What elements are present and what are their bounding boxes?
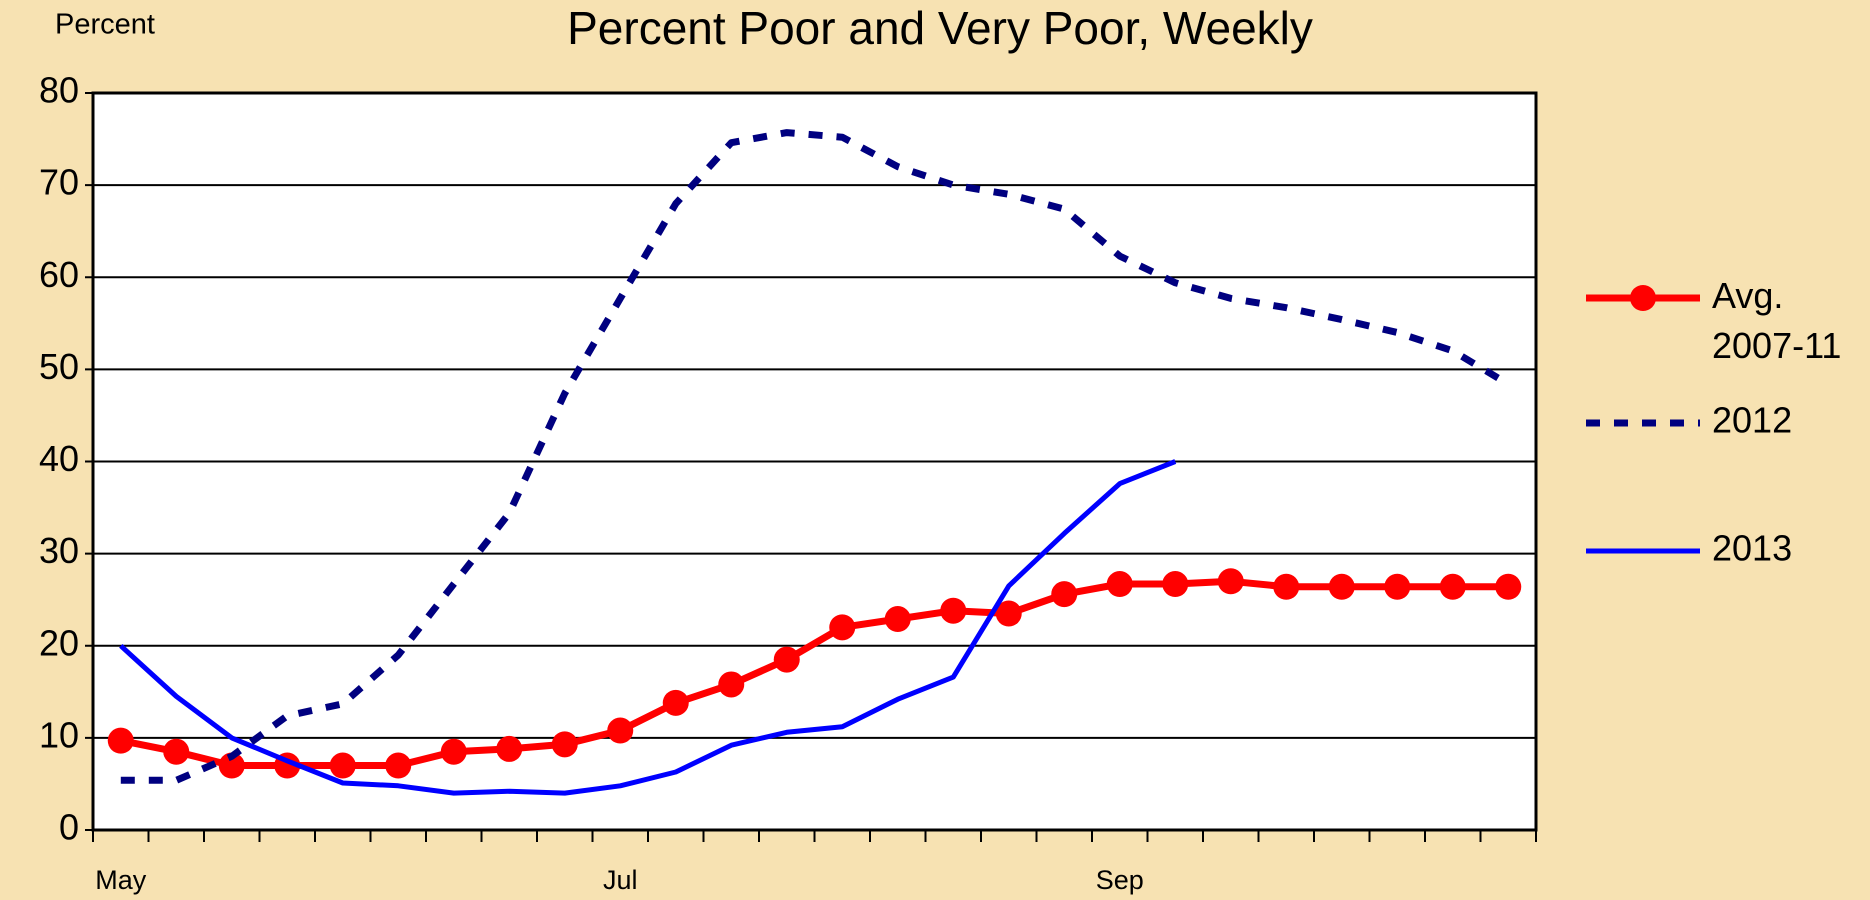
y-tick-label: 60	[39, 254, 79, 295]
legend-label: 2013	[1712, 528, 1792, 569]
marker	[1273, 573, 1300, 600]
x-tick-label: May	[95, 865, 147, 895]
x-tick-label: Jul	[603, 865, 638, 895]
marker	[1384, 573, 1411, 600]
marker	[607, 717, 634, 744]
marker	[163, 738, 190, 765]
series-line	[119, 459, 1177, 796]
y-tick-label: 0	[59, 807, 79, 848]
marker	[218, 752, 245, 779]
marker	[940, 597, 967, 624]
y-tick-label: 80	[39, 70, 79, 111]
series-line	[120, 129, 1511, 784]
marker	[884, 606, 911, 633]
marker	[995, 600, 1022, 627]
marker	[718, 671, 745, 698]
y-tick-label: 10	[39, 714, 79, 755]
marker	[1217, 568, 1244, 595]
marker	[1495, 573, 1522, 600]
y-tick-label: 70	[39, 162, 79, 203]
chart-title: Percent Poor and Very Poor, Weekly	[567, 2, 1313, 54]
y-tick-label: 20	[39, 622, 79, 663]
legend-marker	[1630, 285, 1656, 311]
marker	[329, 752, 356, 779]
marker	[551, 731, 578, 758]
legend-label: 2012	[1712, 400, 1792, 441]
plot-border	[91, 91, 1538, 832]
marker	[385, 752, 412, 779]
marker	[662, 689, 689, 716]
marker	[773, 646, 800, 673]
marker	[496, 735, 523, 762]
marker	[107, 727, 134, 754]
marker	[1051, 581, 1078, 608]
marker	[829, 614, 856, 641]
y-axis-label: Percent	[55, 9, 155, 41]
x-tick-label: Sep	[1096, 865, 1144, 895]
y-tick-label: 30	[39, 530, 79, 571]
marker	[440, 738, 467, 765]
marker	[1439, 573, 1466, 600]
marker	[1106, 571, 1133, 598]
y-tick-label: 50	[39, 346, 79, 387]
y-tick-label: 40	[39, 438, 79, 479]
marker	[1162, 571, 1189, 598]
legend-label: Avg. 2007-11	[1712, 275, 1841, 366]
marker	[1328, 573, 1355, 600]
